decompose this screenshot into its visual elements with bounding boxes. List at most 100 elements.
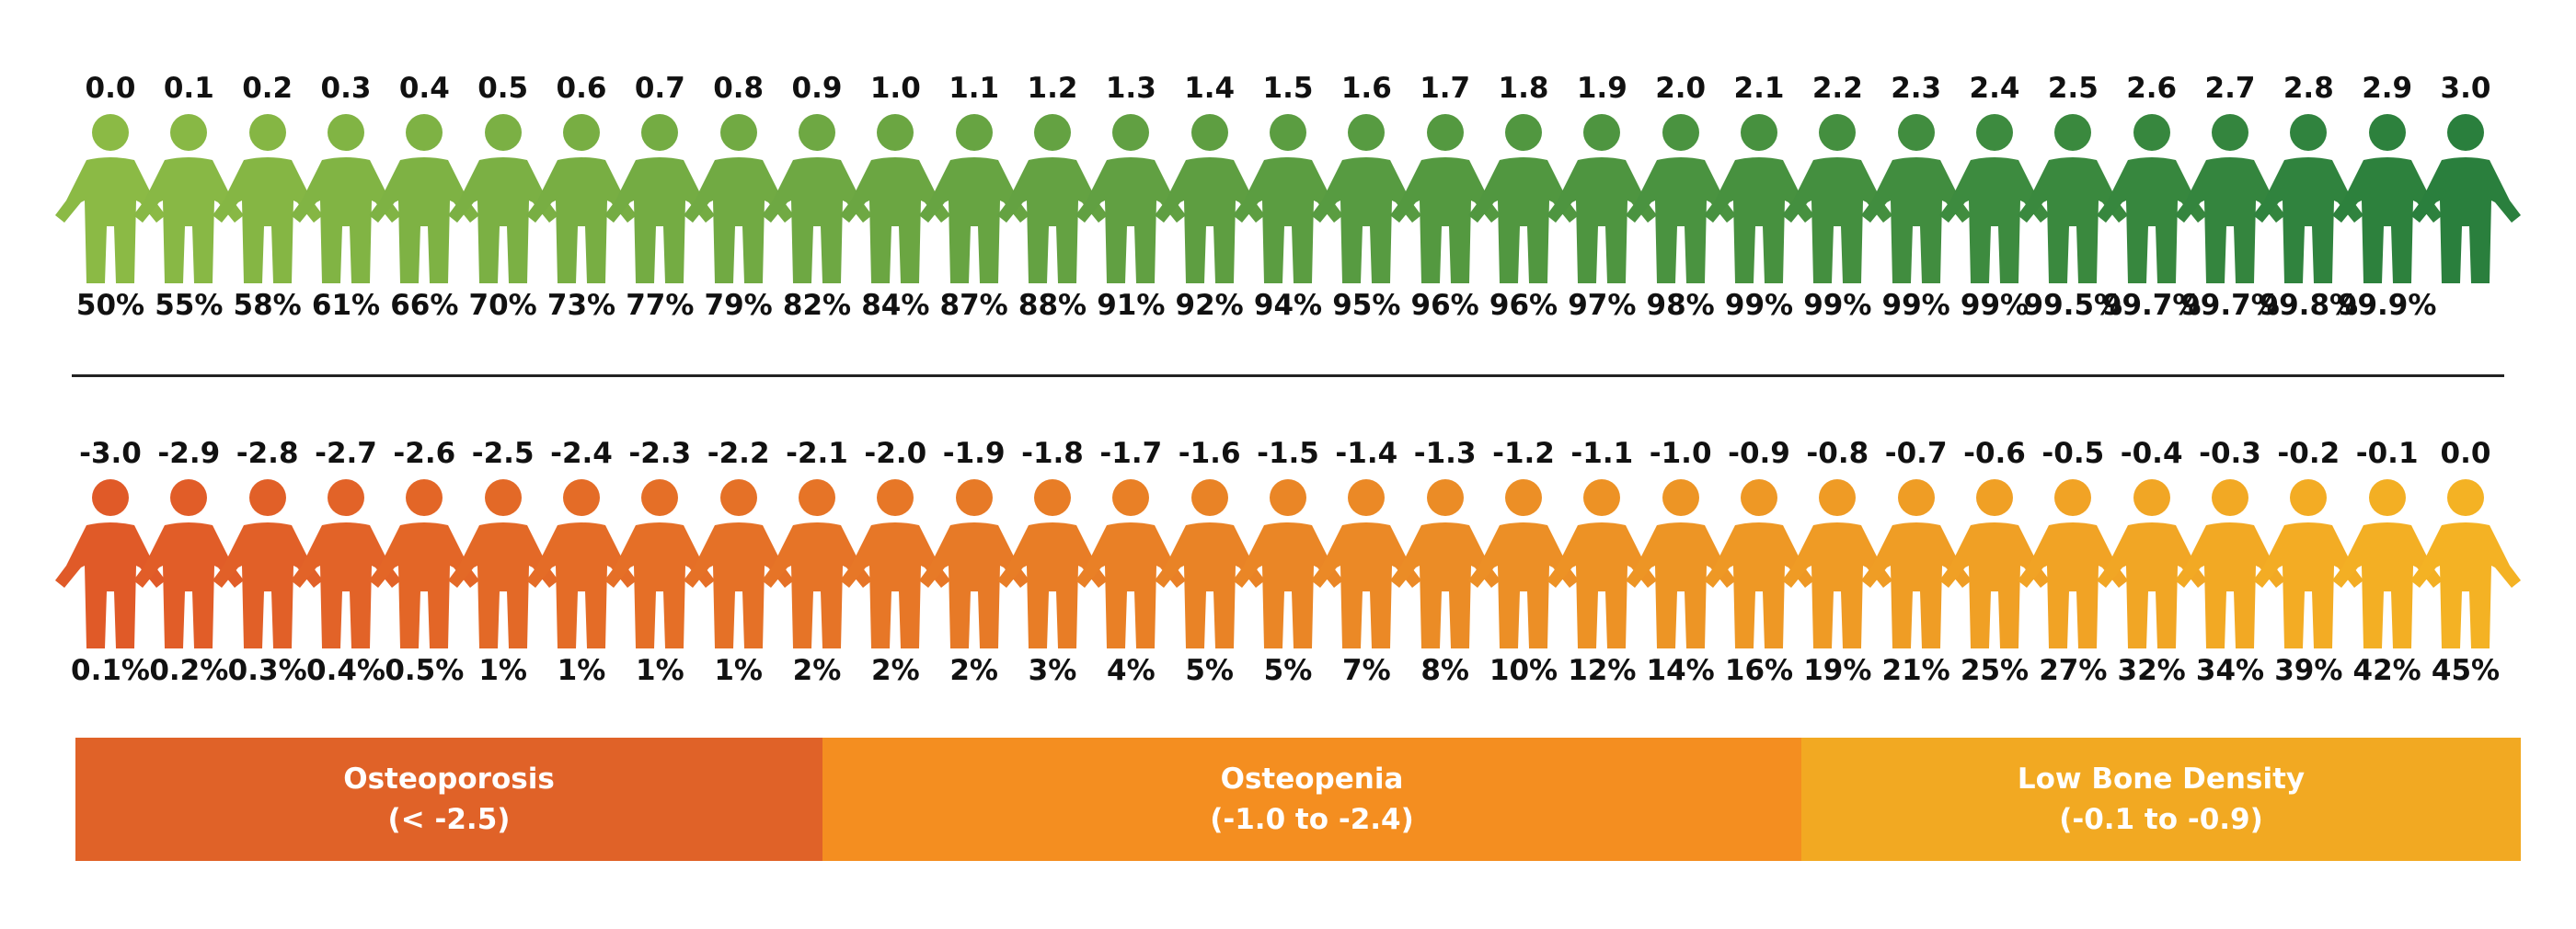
person-icon	[447, 477, 558, 648]
score-label: 0.3	[320, 72, 372, 105]
person-icon	[212, 112, 323, 283]
percentage-label: 0.5%	[385, 654, 465, 687]
percentage-label: 88%	[1018, 289, 1087, 322]
percentage-label: 99%	[1803, 289, 1872, 322]
person-icon	[1939, 477, 2050, 648]
person-icon	[683, 112, 794, 283]
score-label: -1.5	[1257, 437, 1319, 470]
percentage-label: 55%	[155, 289, 224, 322]
percentage-label: 66%	[390, 289, 459, 322]
person-icon	[1547, 477, 1658, 648]
score-label: 0.4	[398, 72, 450, 105]
score-label: 1.2	[1027, 72, 1078, 105]
person-icon	[840, 112, 951, 283]
top-person-16: 1.6 95%	[1311, 0, 1422, 350]
score-label: 1.5	[1262, 72, 1314, 105]
top-person-28: 2.8 99.8%	[2253, 0, 2364, 350]
person-icon	[2018, 477, 2129, 648]
percentage-label: 2%	[792, 654, 842, 687]
person-icon	[2018, 112, 2129, 283]
percentage-label: 7%	[1342, 654, 1391, 687]
score-label: -3.0	[79, 437, 142, 470]
score-label: 0.0	[85, 72, 136, 105]
bottom-person-24: -0.6 25%	[1939, 365, 2050, 715]
person-icon	[1311, 477, 1422, 648]
percentage-label: 34%	[2195, 654, 2265, 687]
score-label: 1.8	[1498, 72, 1549, 105]
score-label: -0.2	[2277, 437, 2340, 470]
top-person-2: 0.2 58%	[212, 0, 323, 350]
top-person-22: 2.2 99%	[1782, 0, 1893, 350]
person-icon	[1468, 477, 1579, 648]
percentage-label: 10%	[1489, 654, 1558, 687]
percentage-label: 99%	[1724, 289, 1794, 322]
percentage-label: 3%	[1028, 654, 1077, 687]
bottom-person-8: -2.2 1%	[683, 365, 794, 715]
top-person-23: 2.3 99%	[1860, 0, 1972, 350]
score-label: -1.1	[1570, 437, 1634, 470]
percentage-label: 0.2%	[149, 654, 229, 687]
person-icon	[1860, 112, 1972, 283]
percentage-label: 0.3%	[227, 654, 307, 687]
person-icon	[1625, 112, 1736, 283]
person-icon	[133, 477, 245, 648]
top-person-3: 0.3 61%	[291, 0, 401, 350]
person-icon	[2410, 477, 2521, 648]
top-person-8: 0.8 79%	[683, 0, 794, 350]
bottom-person-3: -2.7 0.4%	[291, 365, 401, 715]
percentage-label: 98%	[1646, 289, 1715, 322]
bottom-person-14: -1.6 5%	[1154, 365, 1265, 715]
person-icon	[762, 477, 872, 648]
bottom-person-22: -0.8 19%	[1782, 365, 1893, 715]
score-label: -0.4	[2120, 437, 2183, 470]
score-label: -1.3	[1413, 437, 1477, 470]
percentage-label: 1%	[714, 654, 763, 687]
bottom-person-25: -0.5 27%	[2018, 365, 2129, 715]
score-label: 1.7	[1420, 72, 1471, 105]
row-divider	[72, 374, 2504, 377]
percentage-label: 42%	[2352, 654, 2421, 687]
bottom-person-4: -2.6 0.5%	[369, 365, 480, 715]
percentage-label: 1%	[636, 654, 684, 687]
score-label: -2.4	[550, 437, 613, 470]
score-label: -1.0	[1649, 437, 1712, 470]
score-label: 2.0	[1655, 72, 1707, 105]
percentage-label: 0.4%	[306, 654, 385, 687]
top-person-20: 2.0 98%	[1625, 0, 1736, 350]
bottom-person-6: -2.4 1%	[526, 365, 637, 715]
percentage-label: 1%	[557, 654, 606, 687]
person-icon	[1075, 477, 1187, 648]
top-person-13: 1.3 91%	[1075, 0, 1187, 350]
percentage-label: 21%	[1881, 654, 1950, 687]
person-icon	[2253, 112, 2364, 283]
person-icon	[2331, 477, 2443, 648]
score-label: -2.0	[864, 437, 927, 470]
category-label: Low Bone Density	[2017, 763, 2306, 796]
person-icon	[55, 477, 166, 648]
bottom-person-2: -2.8 0.3%	[212, 365, 323, 715]
percentage-label: 92%	[1175, 289, 1244, 322]
person-icon	[2331, 112, 2443, 283]
score-label: 2.8	[2283, 72, 2334, 105]
bottom-person-30: 0.0 45%	[2410, 365, 2521, 715]
person-icon	[55, 112, 166, 283]
bottom-person-11: -1.9 2%	[918, 365, 1029, 715]
score-label: -2.7	[315, 437, 377, 470]
person-icon	[1075, 112, 1187, 283]
percentage-label: 14%	[1646, 654, 1715, 687]
top-person-26: 2.6 99.7%	[2096, 0, 2207, 350]
person-icon	[212, 477, 323, 648]
score-label: 0.0	[2440, 437, 2491, 470]
score-label: -1.8	[1021, 437, 1084, 470]
percentage-label: 96%	[1489, 289, 1558, 322]
percentage-label: 82%	[782, 289, 852, 322]
top-person-5: 0.5 70%	[447, 0, 558, 350]
category-low-bone-density: Low Bone Density (-0.1 to -0.9)	[1801, 738, 2521, 861]
bottom-person-0: -3.0 0.1%	[55, 365, 166, 715]
score-label: -2.9	[157, 437, 221, 470]
score-label: 2.4	[1969, 72, 2020, 105]
score-label: -2.2	[707, 437, 770, 470]
person-icon	[1311, 112, 1422, 283]
percentage-label: 61%	[311, 289, 381, 322]
score-label: 0.6	[556, 72, 607, 105]
